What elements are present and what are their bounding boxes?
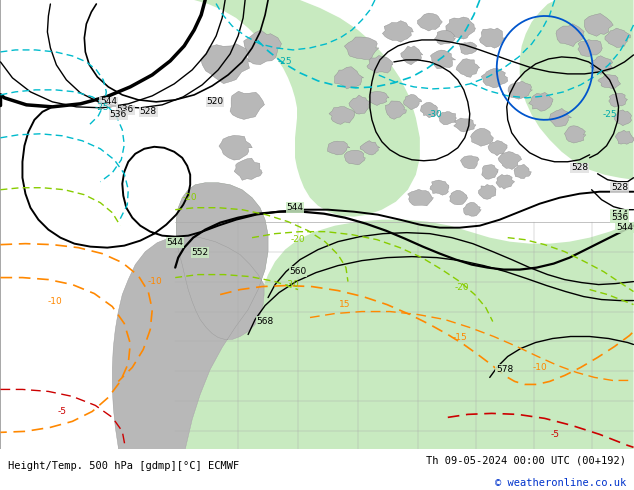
Polygon shape — [598, 74, 621, 88]
Text: 520: 520 — [207, 98, 224, 106]
Polygon shape — [460, 156, 479, 169]
Polygon shape — [529, 93, 553, 111]
Text: -30: -30 — [427, 110, 442, 120]
Text: -10: -10 — [148, 277, 162, 286]
Text: 528: 528 — [571, 163, 588, 172]
Polygon shape — [367, 55, 393, 73]
Polygon shape — [234, 158, 262, 180]
Polygon shape — [514, 164, 531, 178]
Polygon shape — [496, 174, 515, 189]
Polygon shape — [420, 102, 439, 118]
Text: 578: 578 — [496, 365, 514, 374]
Text: 15: 15 — [339, 300, 351, 309]
Polygon shape — [360, 141, 380, 155]
Polygon shape — [450, 190, 468, 205]
Polygon shape — [488, 141, 507, 156]
Text: 528: 528 — [611, 183, 628, 192]
Polygon shape — [479, 28, 505, 48]
Text: -20: -20 — [455, 283, 469, 292]
Text: 536: 536 — [110, 110, 127, 120]
Text: 544: 544 — [616, 223, 633, 232]
Polygon shape — [438, 112, 456, 124]
Text: -25: -25 — [95, 103, 110, 112]
Text: 544: 544 — [167, 238, 184, 247]
Polygon shape — [463, 202, 481, 216]
Polygon shape — [609, 93, 628, 107]
Polygon shape — [614, 110, 631, 126]
Text: © weatheronline.co.uk: © weatheronline.co.uk — [495, 478, 626, 488]
Polygon shape — [201, 44, 250, 84]
Text: Th 09-05-2024 00:00 UTC (00+192): Th 09-05-2024 00:00 UTC (00+192) — [427, 456, 626, 466]
Polygon shape — [605, 28, 630, 48]
Text: -10: -10 — [533, 363, 547, 372]
Polygon shape — [508, 81, 533, 99]
Polygon shape — [385, 101, 406, 119]
Text: 536: 536 — [611, 213, 628, 222]
Text: -30: -30 — [285, 280, 299, 289]
Polygon shape — [470, 128, 493, 146]
Polygon shape — [430, 180, 449, 195]
Polygon shape — [382, 21, 413, 42]
Polygon shape — [578, 40, 602, 56]
Text: 536: 536 — [117, 105, 134, 114]
Polygon shape — [243, 30, 281, 65]
Polygon shape — [590, 56, 613, 74]
Polygon shape — [520, 0, 633, 180]
Text: 528: 528 — [139, 107, 157, 116]
Text: -15: -15 — [453, 333, 467, 342]
Text: 544: 544 — [287, 203, 304, 212]
Text: 560: 560 — [289, 267, 307, 276]
Text: -20: -20 — [291, 235, 306, 244]
Text: -20: -20 — [183, 193, 198, 202]
Polygon shape — [369, 91, 389, 105]
Polygon shape — [349, 95, 370, 114]
Polygon shape — [344, 150, 365, 165]
Polygon shape — [498, 151, 522, 170]
Polygon shape — [564, 126, 586, 143]
Polygon shape — [230, 91, 264, 120]
Polygon shape — [194, 0, 420, 217]
Polygon shape — [454, 118, 476, 132]
Polygon shape — [1, 0, 268, 449]
Polygon shape — [430, 50, 456, 69]
Polygon shape — [219, 135, 252, 160]
Text: 568: 568 — [256, 317, 274, 326]
Text: -5: -5 — [58, 407, 67, 416]
Text: 552: 552 — [191, 248, 209, 257]
Polygon shape — [479, 184, 496, 199]
Text: 544: 544 — [611, 210, 628, 219]
Polygon shape — [335, 67, 364, 89]
Text: -25: -25 — [602, 110, 617, 120]
Polygon shape — [434, 30, 455, 45]
Polygon shape — [585, 14, 613, 36]
Polygon shape — [481, 69, 508, 88]
Text: -10: -10 — [48, 297, 63, 306]
Polygon shape — [460, 42, 477, 54]
Polygon shape — [446, 17, 476, 39]
Polygon shape — [344, 37, 379, 59]
Polygon shape — [615, 130, 634, 144]
Polygon shape — [556, 24, 584, 47]
Text: -25: -25 — [278, 57, 292, 67]
Polygon shape — [549, 108, 571, 126]
Polygon shape — [176, 183, 633, 449]
Polygon shape — [403, 94, 422, 110]
Polygon shape — [456, 59, 480, 77]
Text: -5: -5 — [550, 430, 559, 439]
Polygon shape — [329, 106, 355, 124]
Polygon shape — [417, 13, 443, 31]
Polygon shape — [482, 165, 498, 179]
Text: 544: 544 — [100, 98, 117, 106]
Polygon shape — [327, 141, 350, 155]
Polygon shape — [408, 189, 434, 206]
Text: Height/Temp. 500 hPa [gdmp][°C] ECMWF: Height/Temp. 500 hPa [gdmp][°C] ECMWF — [8, 461, 239, 470]
Polygon shape — [401, 46, 423, 65]
